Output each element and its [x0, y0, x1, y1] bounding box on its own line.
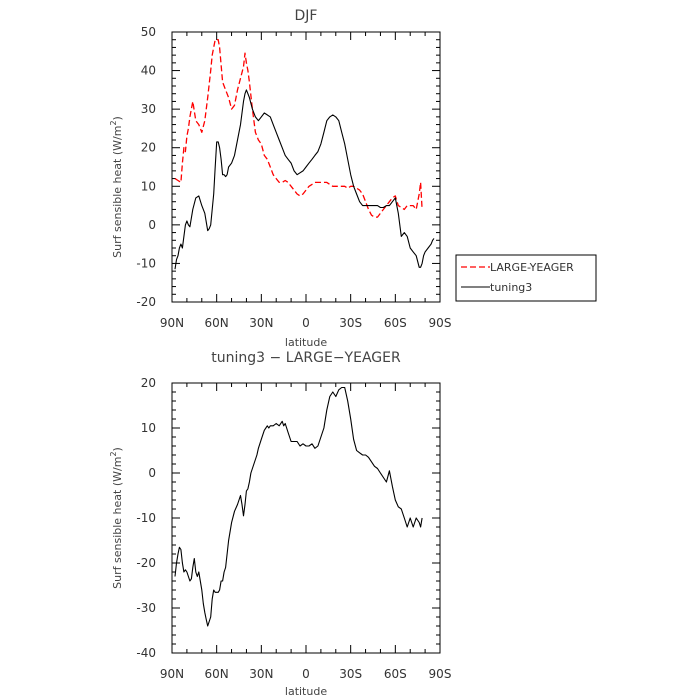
- x-tick-label: 60N: [205, 667, 229, 681]
- plot-frame: [171, 382, 441, 654]
- y-tick-label: 20: [141, 141, 156, 155]
- x-tick-label: 0: [302, 316, 310, 330]
- y-tick-label: 10: [141, 179, 156, 193]
- legend: LARGE-YEAGER tuning3: [455, 254, 597, 302]
- y-tick-label: -10: [136, 256, 156, 270]
- y-tick-label: 30: [141, 102, 156, 116]
- x-tick-label: 60S: [384, 316, 407, 330]
- series-line-tuning3: [174, 89, 435, 270]
- y-tick-label: -40: [136, 646, 156, 660]
- y-tick-label: -10: [136, 511, 156, 525]
- x-tick-label: 90S: [429, 667, 452, 681]
- axis-ticks: 90N 60N 30N 0 30S 60S 90S -40 -30 -20 -10 0 10 20: [136, 376, 451, 681]
- x-tick-label: 30S: [339, 316, 362, 330]
- plot-frame: [171, 31, 441, 303]
- y-tick-label: 0: [148, 466, 156, 480]
- y-tick-label: 10: [141, 421, 156, 435]
- y-tick-label: -20: [136, 295, 156, 309]
- legend-label-tuning3: tuning3: [490, 281, 532, 294]
- series-line-difference: [174, 386, 423, 627]
- chart-panel-djf: DJF Surf sensible heat (W/m2) latitude 9…: [109, 8, 451, 349]
- x-axis-label: latitude: [285, 336, 327, 349]
- x-tick-label: 90S: [429, 316, 452, 330]
- x-tick-label: 60N: [205, 316, 229, 330]
- series-lines: [174, 386, 423, 627]
- chart-title: DJF: [295, 8, 318, 24]
- x-tick-label: 60S: [384, 667, 407, 681]
- x-tick-label: 30S: [339, 667, 362, 681]
- legend-label-large-yeager: LARGE-YEAGER: [490, 261, 574, 274]
- y-tick-label: -30: [136, 601, 156, 615]
- series-line-large-yeager: [174, 39, 423, 218]
- x-tick-label: 90N: [160, 316, 184, 330]
- series-lines: [174, 39, 435, 270]
- x-tick-label: 90N: [160, 667, 184, 681]
- y-tick-label: 40: [141, 64, 156, 78]
- chart-panel-difference: tuning3 − LARGE−YEAGER Surf sensible hea…: [109, 350, 451, 698]
- x-tick-label: 30N: [249, 316, 273, 330]
- x-tick-label: 0: [302, 667, 310, 681]
- legend-box: [455, 254, 597, 302]
- chart-title: tuning3 − LARGE−YEAGER: [211, 350, 401, 366]
- axis-ticks: 90N 60N 30N 0 30S 60S 90S -20 -10 0 10 20 30 40 50: [136, 25, 451, 330]
- x-axis-label: latitude: [285, 685, 327, 698]
- x-tick-label: 30N: [249, 667, 273, 681]
- y-tick-label: -20: [136, 556, 156, 570]
- y-tick-label: 0: [148, 218, 156, 232]
- y-axis-label: Surf sensible heat (W/m2): [109, 116, 124, 258]
- y-tick-label: 50: [141, 25, 156, 39]
- y-tick-label: 20: [141, 376, 156, 390]
- y-axis-label: Surf sensible heat (W/m2): [109, 447, 124, 589]
